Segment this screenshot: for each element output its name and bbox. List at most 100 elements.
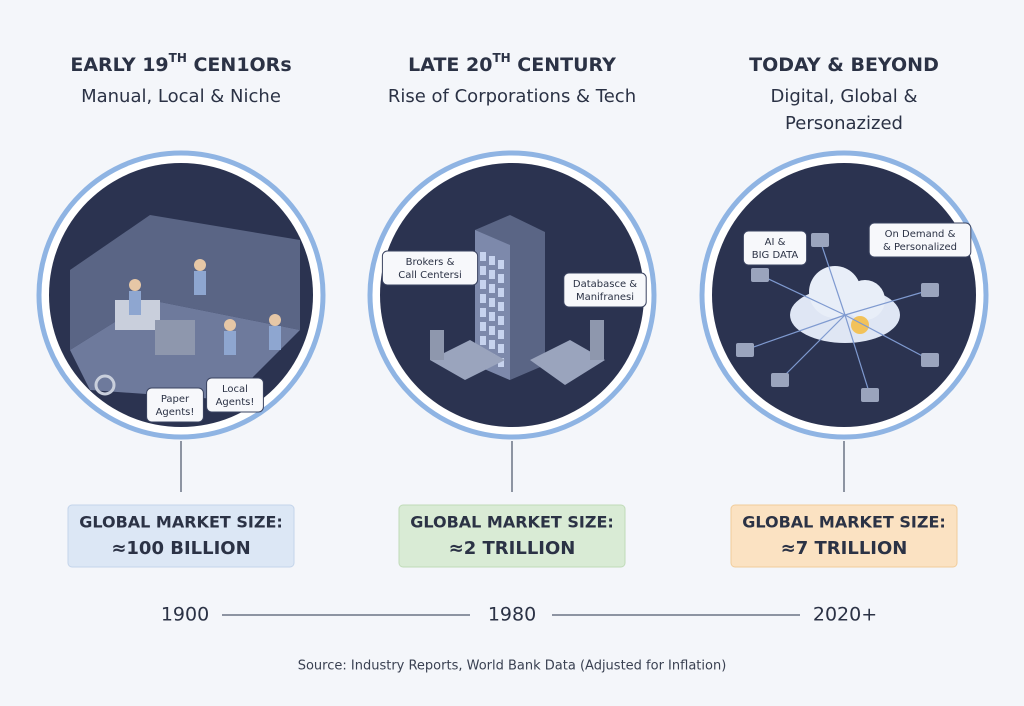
bubble-text: Brokers & — [406, 257, 455, 268]
title-text: TODAY & BEYOND — [749, 54, 939, 76]
market-box — [398, 504, 626, 568]
speech-bubble — [146, 387, 204, 423]
era-subtitle: Manual, Local & Niche — [81, 86, 281, 107]
illustration — [430, 215, 605, 385]
speech-bubble — [563, 272, 647, 308]
device — [861, 388, 879, 402]
device — [736, 343, 754, 357]
cabinet — [590, 320, 604, 360]
bubble-text: Paper — [161, 394, 190, 405]
window — [489, 298, 495, 307]
wall — [70, 215, 300, 350]
title-text: EARLY 19 — [70, 54, 168, 76]
person-head — [269, 314, 281, 326]
window — [480, 266, 486, 275]
window — [489, 270, 495, 279]
year-label: 1900 — [161, 604, 209, 626]
bubble-text: & Personalized — [883, 242, 957, 253]
device — [751, 268, 769, 282]
speech-bubble — [381, 250, 479, 286]
bubble-text: Call Centersi — [398, 270, 462, 281]
market-label: GLOBAL MARKET SIZE: — [79, 513, 283, 532]
lock — [851, 316, 869, 334]
speech-bubble — [868, 222, 972, 258]
bubble-text: Local — [222, 384, 248, 395]
person-body — [194, 271, 206, 295]
title-text: CENTURY — [511, 54, 616, 76]
window — [489, 312, 495, 321]
bubble-text: Agents! — [216, 397, 255, 408]
era-subtitle: Digital, Global & — [771, 86, 918, 107]
device — [811, 233, 829, 247]
market-box — [730, 504, 958, 568]
window — [498, 344, 504, 353]
era-title: TODAY & BEYOND — [749, 54, 939, 76]
window — [480, 252, 486, 261]
connector — [779, 314, 846, 381]
era-title: LATE 20TH CENTURY — [408, 51, 616, 76]
bubble-text: Databasce & — [573, 279, 637, 290]
window — [489, 326, 495, 335]
window — [498, 358, 504, 367]
person-head — [224, 319, 236, 331]
speech-bubble — [206, 377, 264, 413]
person-body — [224, 331, 236, 355]
magnifier — [94, 374, 116, 396]
window — [498, 288, 504, 297]
window — [498, 330, 504, 339]
window — [498, 274, 504, 283]
era-title: EARLY 19TH CEN1ORs — [70, 51, 291, 76]
desk-area — [430, 340, 505, 380]
window — [498, 260, 504, 269]
window — [480, 294, 486, 303]
year-label: 2020+ — [813, 604, 877, 626]
desk-area — [530, 340, 605, 385]
source-note: Source: Industry Reports, World Bank Dat… — [298, 659, 727, 674]
connector — [844, 314, 871, 396]
connector — [744, 314, 846, 351]
window — [489, 256, 495, 265]
window — [489, 284, 495, 293]
title-text: CEN1ORs — [187, 54, 292, 76]
title-sup: TH — [492, 51, 510, 65]
title-text: LATE 20 — [408, 54, 492, 76]
machine — [155, 320, 195, 355]
bubble-text: AI & — [765, 237, 786, 248]
connector — [759, 274, 846, 316]
person-head — [129, 279, 141, 291]
market-box — [67, 504, 295, 568]
title-sup: TH — [169, 51, 187, 65]
connector — [844, 314, 931, 361]
bubble-text: Manifranesi — [576, 292, 634, 303]
connector — [844, 289, 931, 316]
year-label: 1980 — [488, 604, 536, 626]
window — [480, 308, 486, 317]
bubble-text: BIG DATA — [752, 250, 799, 261]
window — [489, 340, 495, 349]
person-body — [269, 326, 281, 350]
window — [480, 336, 486, 345]
cloud — [845, 280, 885, 320]
window — [480, 280, 486, 289]
illustration — [70, 215, 300, 400]
bubble-text: Agents! — [156, 407, 195, 418]
device — [771, 373, 789, 387]
window — [498, 316, 504, 325]
device — [921, 353, 939, 367]
market-value: ≈100 BILLION — [111, 538, 250, 559]
connector — [819, 239, 846, 316]
market-value: ≈7 TRILLION — [781, 538, 908, 559]
bubble-text: On Demand & — [885, 229, 956, 240]
cabinet — [430, 330, 444, 360]
market-value: ≈2 TRILLION — [449, 538, 576, 559]
market-label: GLOBAL MARKET SIZE: — [410, 513, 614, 532]
illustration — [736, 233, 939, 402]
speech-bubble — [742, 230, 808, 266]
era-subtitle: Rise of Corporations & Tech — [388, 86, 636, 107]
person-body — [129, 291, 141, 315]
era-subtitle: Personazized — [785, 113, 903, 134]
person-head — [194, 259, 206, 271]
device — [921, 283, 939, 297]
window — [498, 302, 504, 311]
